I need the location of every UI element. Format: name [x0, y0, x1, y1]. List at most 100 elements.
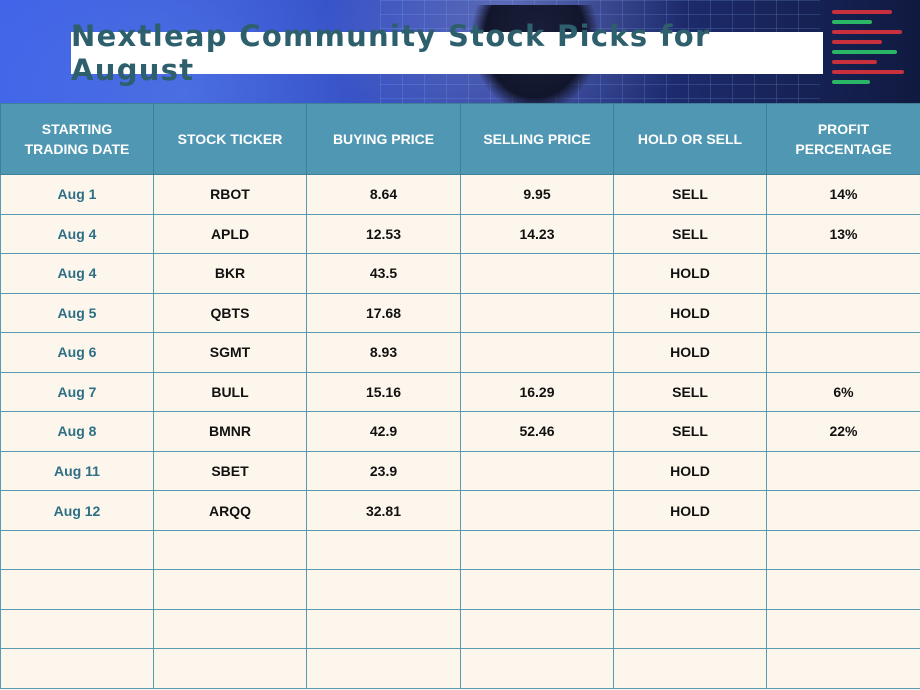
buying-price-cell: 8.93 — [306, 332, 461, 373]
date-cell: Aug 6 — [0, 332, 154, 373]
action-cell — [613, 608, 767, 650]
selling-price-cell: 16.29 — [460, 371, 614, 413]
profit-cell — [766, 332, 920, 373]
action-cell: SELL — [613, 213, 767, 255]
table-row: Aug 7 BULL 15.16 16.29 SELL 6% — [0, 371, 920, 413]
column-header-ticker: STOCK TICKER — [153, 103, 307, 175]
buying-price-cell: 43.5 — [306, 253, 461, 294]
profit-cell — [766, 648, 920, 689]
selling-price-cell — [460, 253, 614, 294]
ticker-cell — [153, 529, 307, 571]
buying-price-cell: 17.68 — [306, 292, 461, 334]
profit-cell — [766, 608, 920, 650]
profit-cell — [766, 253, 920, 294]
column-header-selling-price: SELLING PRICE — [460, 103, 614, 175]
table-header-row: STARTING TRADING DATE STOCK TICKER BUYIN… — [0, 103, 920, 175]
buying-price-cell: 42.9 — [306, 411, 461, 452]
ticker-cell: SGMT — [153, 332, 307, 373]
ticker-cell: ARQQ — [153, 490, 307, 531]
date-cell — [0, 648, 154, 689]
table-row: Aug 1 RBOT 8.64 9.95 SELL 14% — [0, 174, 920, 215]
buying-price-cell — [306, 529, 461, 571]
profit-cell — [766, 450, 920, 492]
selling-price-cell — [460, 332, 614, 373]
profit-cell: 6% — [766, 371, 920, 413]
table-row — [0, 608, 920, 650]
table-row: Aug 8 BMNR 42.9 52.46 SELL 22% — [0, 411, 920, 452]
action-cell: HOLD — [613, 490, 767, 531]
selling-price-cell — [460, 569, 614, 610]
profit-cell: 22% — [766, 411, 920, 452]
table-row: Aug 12 ARQQ 32.81 HOLD — [0, 490, 920, 531]
profit-cell: 14% — [766, 174, 920, 215]
date-cell: Aug 4 — [0, 253, 154, 294]
date-cell: Aug 11 — [0, 450, 154, 492]
ticker-cell: QBTS — [153, 292, 307, 334]
buying-price-cell — [306, 569, 461, 610]
date-cell: Aug 5 — [0, 292, 154, 334]
date-cell: Aug 4 — [0, 213, 154, 255]
profit-cell — [766, 292, 920, 334]
table-body: Aug 1 RBOT 8.64 9.95 SELL 14% Aug 4 APLD 12.53 14… — [0, 174, 920, 689]
buying-price-cell: 23.9 — [306, 450, 461, 492]
table-row: Aug 5 QBTS 17.68 HOLD — [0, 292, 920, 334]
date-cell: Aug 12 — [0, 490, 154, 531]
ticker-cell — [153, 648, 307, 689]
action-cell: SELL — [613, 174, 767, 215]
table-row: Aug 4 BKR 43.5 HOLD — [0, 253, 920, 294]
selling-price-cell: 14.23 — [460, 213, 614, 255]
action-cell: HOLD — [613, 332, 767, 373]
action-cell: HOLD — [613, 292, 767, 334]
column-header-profit-percentage: PROFIT PERCENTAGE — [766, 103, 920, 175]
date-cell — [0, 608, 154, 650]
ticker-cell: BULL — [153, 371, 307, 413]
table-row: Aug 11 SBET 23.9 HOLD — [0, 450, 920, 492]
action-cell: SELL — [613, 371, 767, 413]
table-row: Aug 4 APLD 12.53 14.23 SELL 13% — [0, 213, 920, 255]
date-cell — [0, 529, 154, 571]
buying-price-cell: 12.53 — [306, 213, 461, 255]
table-row: Aug 6 SGMT 8.93 HOLD — [0, 332, 920, 373]
selling-price-cell — [460, 490, 614, 531]
selling-price-cell — [460, 450, 614, 492]
action-cell — [613, 569, 767, 610]
table-row — [0, 529, 920, 571]
selling-price-cell — [460, 292, 614, 334]
selling-price-cell — [460, 608, 614, 650]
selling-price-cell — [460, 648, 614, 689]
profit-cell — [766, 569, 920, 610]
ticker-cell: RBOT — [153, 174, 307, 215]
page-title: Nextleap Community Stock Picks for Augus… — [71, 19, 711, 87]
action-cell: HOLD — [613, 450, 767, 492]
table-row — [0, 569, 920, 610]
ticker-bars-icon — [832, 4, 912, 99]
action-cell — [613, 648, 767, 689]
buying-price-cell — [306, 608, 461, 650]
column-header-hold-or-sell: HOLD OR SELL — [613, 103, 767, 175]
profit-cell — [766, 529, 920, 571]
ticker-cell: APLD — [153, 213, 307, 255]
ticker-cell — [153, 569, 307, 610]
action-cell — [613, 529, 767, 571]
table-row — [0, 648, 920, 689]
ticker-cell: SBET — [153, 450, 307, 492]
buying-price-cell: 15.16 — [306, 371, 461, 413]
ticker-cell: BMNR — [153, 411, 307, 452]
column-header-buying-price: BUYING PRICE — [306, 103, 461, 175]
ticker-cell — [153, 608, 307, 650]
title-box: Nextleap Community Stock Picks for Augus… — [71, 19, 823, 87]
action-cell: HOLD — [613, 253, 767, 294]
date-cell — [0, 569, 154, 610]
column-header-date: STARTING TRADING DATE — [0, 103, 154, 175]
date-cell: Aug 7 — [0, 371, 154, 413]
stock-picks-table: STARTING TRADING DATE STOCK TICKER BUYIN… — [0, 103, 920, 689]
selling-price-cell — [460, 529, 614, 571]
selling-price-cell: 9.95 — [460, 174, 614, 215]
buying-price-cell — [306, 648, 461, 689]
selling-price-cell: 52.46 — [460, 411, 614, 452]
buying-price-cell: 8.64 — [306, 174, 461, 215]
date-cell: Aug 8 — [0, 411, 154, 452]
buying-price-cell: 32.81 — [306, 490, 461, 531]
profit-cell — [766, 490, 920, 531]
profit-cell: 13% — [766, 213, 920, 255]
